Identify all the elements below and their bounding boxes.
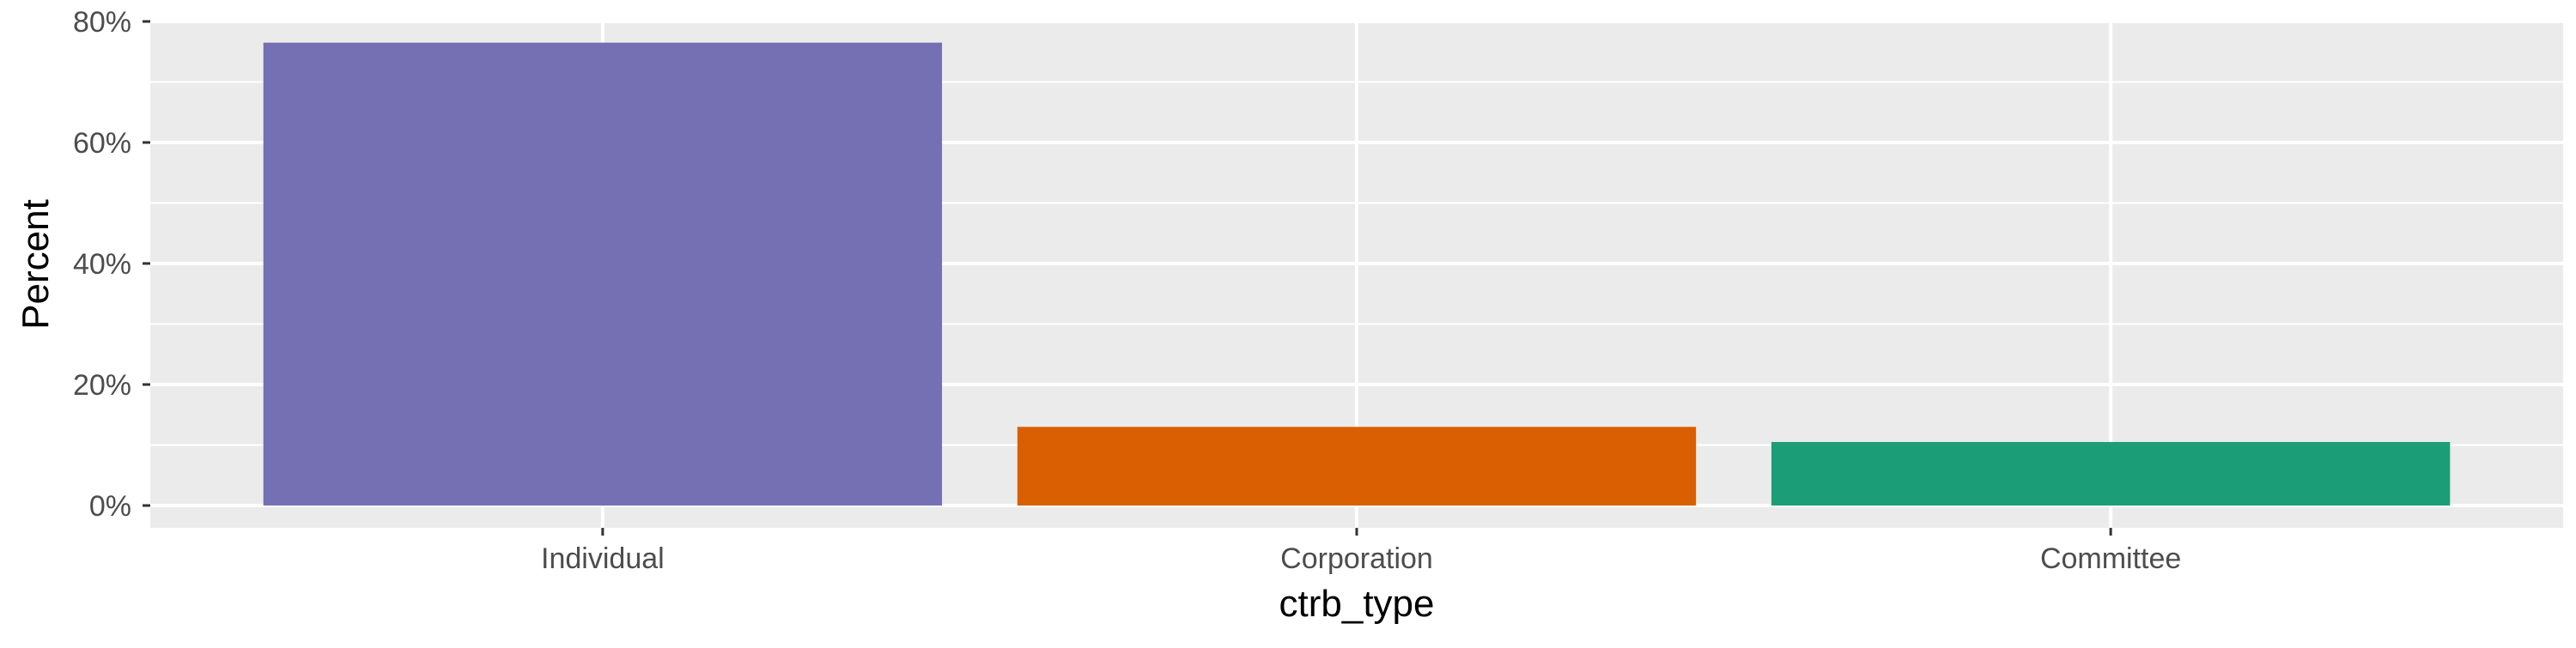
bars [263, 42, 2451, 506]
x-tick-label: Committee [2040, 542, 2181, 575]
y-tick-label: 80% [73, 6, 131, 39]
x-tick-label: Individual [541, 542, 665, 575]
y-tick-label: 40% [73, 248, 131, 281]
bar-individual [263, 42, 943, 506]
y-tick-label: 60% [73, 127, 131, 160]
x-axis-title: ctrb_type [1279, 583, 1435, 625]
bar-corporation [1017, 427, 1697, 506]
x-axis: Individual Corporation Committee [541, 528, 2181, 575]
bar-committee [1771, 441, 2451, 506]
y-axis: 0% 20% 40% 60% 80% [73, 6, 150, 523]
y-tick-label: 20% [73, 369, 131, 402]
y-tick-label: 0% [89, 490, 131, 523]
y-axis-title: Percent [15, 199, 57, 330]
x-tick-label: Corporation [1280, 542, 1433, 575]
